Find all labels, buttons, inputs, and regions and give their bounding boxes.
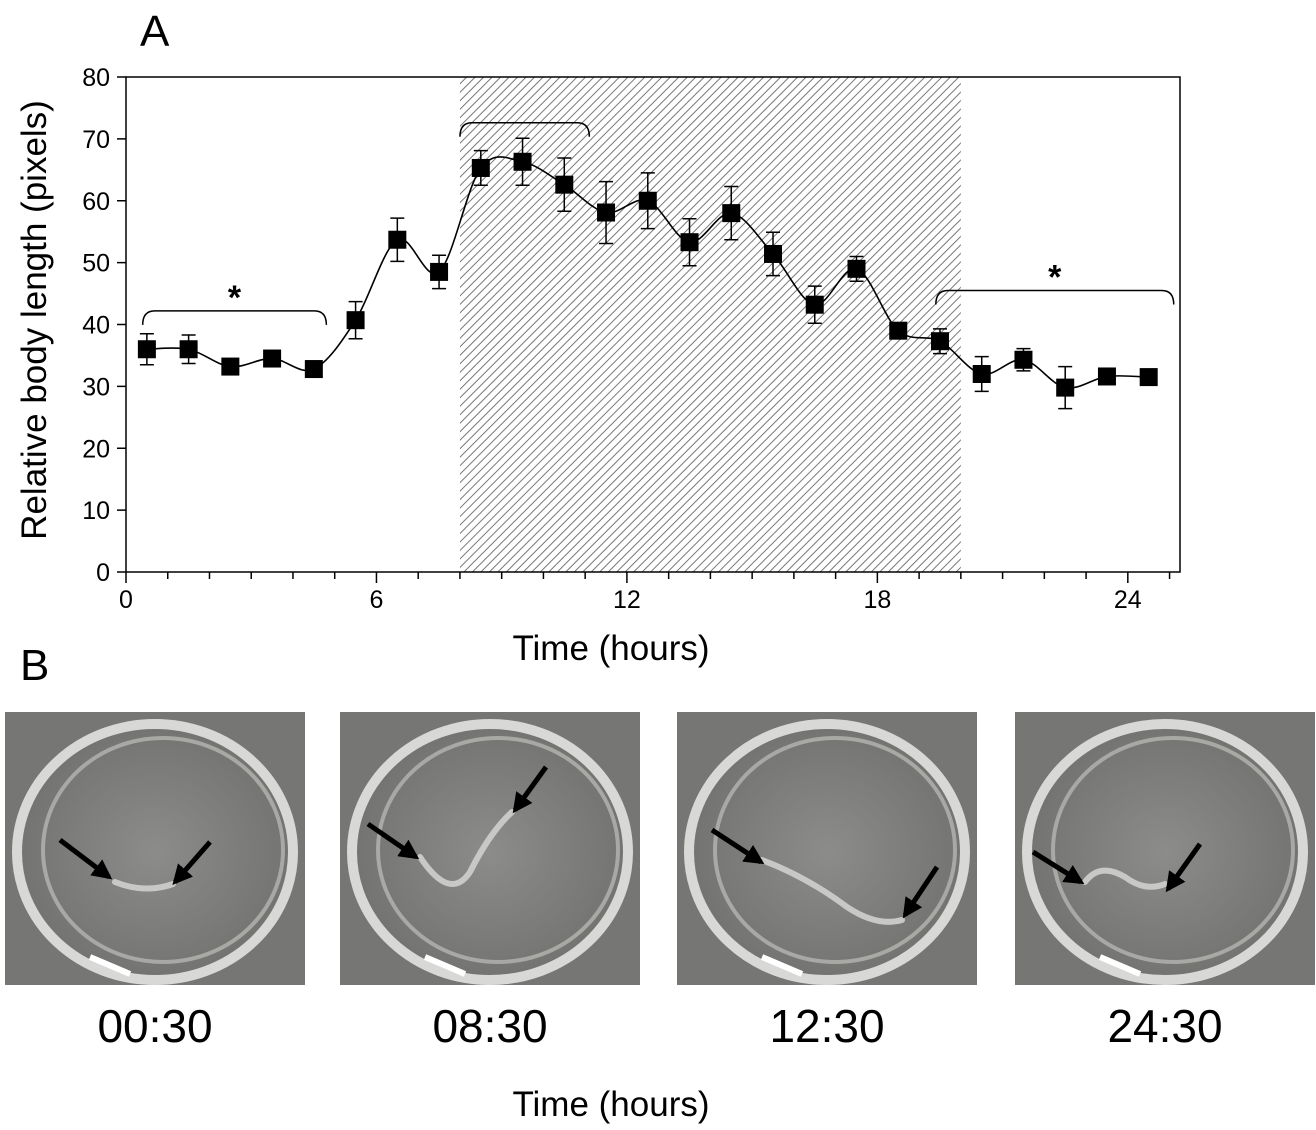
dish-inner-ring <box>1051 736 1295 964</box>
image-panel: 00:30 08:30 12:30 24:30 Time (hours) <box>5 712 1315 1124</box>
y-axis-label: Relative body length (pixels) <box>15 100 54 540</box>
frame-time-label: 12:30 <box>769 1000 884 1052</box>
arrow <box>512 765 549 814</box>
dish <box>347 719 633 985</box>
y-tick-label: 20 <box>82 435 110 463</box>
data-point <box>972 365 991 383</box>
data-point <box>263 349 282 368</box>
bracket <box>459 122 591 137</box>
dish <box>12 719 298 985</box>
arrow <box>366 821 420 860</box>
y-tick-label: 60 <box>82 188 110 216</box>
x-tick-label: 24 <box>1114 586 1142 614</box>
highlight <box>423 954 467 977</box>
x-tick-label: 18 <box>863 586 891 614</box>
x-tick-label: 6 <box>370 586 384 614</box>
y-tick-label: 50 <box>82 250 110 278</box>
y-tick-label: 30 <box>82 373 110 401</box>
worm <box>1082 867 1168 890</box>
data-point <box>430 262 449 281</box>
arrow <box>710 827 765 865</box>
arrow <box>902 865 940 919</box>
chart: 0 10 20 30 40 50 60 70 80 0 6 12 18 24 Time (hours) Rel… <box>15 64 1181 668</box>
data-point <box>555 175 574 194</box>
data-point <box>638 191 657 210</box>
frame-time-label: 24:30 <box>1107 1000 1222 1052</box>
data-point <box>764 244 783 263</box>
significance-mark: * <box>1048 258 1062 296</box>
arrow <box>1031 849 1085 885</box>
data-point <box>137 340 156 359</box>
panel-b-axis-label: Time (hours) <box>512 1085 709 1124</box>
x-tick-label: 0 <box>119 586 133 614</box>
significance-mark: * <box>228 279 242 317</box>
bracket <box>935 289 1175 305</box>
data-point <box>889 321 908 340</box>
x-tick-label: 12 <box>613 586 641 614</box>
frame-time-label: 00:30 <box>97 1000 212 1052</box>
dish-inner-ring <box>713 736 957 964</box>
worm <box>112 879 176 892</box>
y-tick-label: 40 <box>82 312 110 340</box>
dish-inner-ring <box>376 736 620 964</box>
data-point <box>1014 350 1033 369</box>
data-point <box>346 311 365 330</box>
y-tick-label: 0 <box>96 559 110 587</box>
y-tick-label: 10 <box>82 497 110 525</box>
worm <box>417 809 515 887</box>
data-point <box>1097 367 1116 386</box>
data-point <box>179 340 198 359</box>
highlight <box>760 954 804 977</box>
dish <box>684 719 970 985</box>
image-frame <box>1015 712 1315 985</box>
frame-time-label: 08:30 <box>432 1000 547 1052</box>
highlight <box>1098 954 1142 977</box>
image-frame <box>340 712 640 985</box>
data-point <box>930 332 949 351</box>
x-axis-label: Time (hours) <box>512 629 709 668</box>
data-point <box>1056 378 1075 397</box>
dish <box>1022 719 1308 985</box>
data-point <box>1139 368 1158 387</box>
worm <box>759 857 905 925</box>
data-point <box>805 295 824 314</box>
image-frame <box>5 712 305 985</box>
data-point <box>221 357 240 376</box>
image-frame <box>677 712 977 985</box>
data-point <box>680 233 699 252</box>
arrow <box>58 838 113 880</box>
shaded-region <box>459 77 961 572</box>
panel-label: B <box>20 641 49 690</box>
y-tick-label: 80 <box>82 64 110 92</box>
data-point <box>847 259 866 278</box>
data-point <box>513 152 532 171</box>
data-point <box>471 158 490 177</box>
highlight <box>88 954 132 977</box>
dish-inner-ring <box>41 736 285 964</box>
data-point <box>722 204 741 223</box>
y-tick-label: 70 <box>82 126 110 154</box>
data-point <box>304 360 323 379</box>
panel-label: A <box>140 7 170 56</box>
data-point <box>597 203 616 222</box>
bracket <box>141 310 328 325</box>
data-point <box>388 230 407 249</box>
arrow <box>172 840 212 886</box>
arrow <box>1165 842 1203 893</box>
